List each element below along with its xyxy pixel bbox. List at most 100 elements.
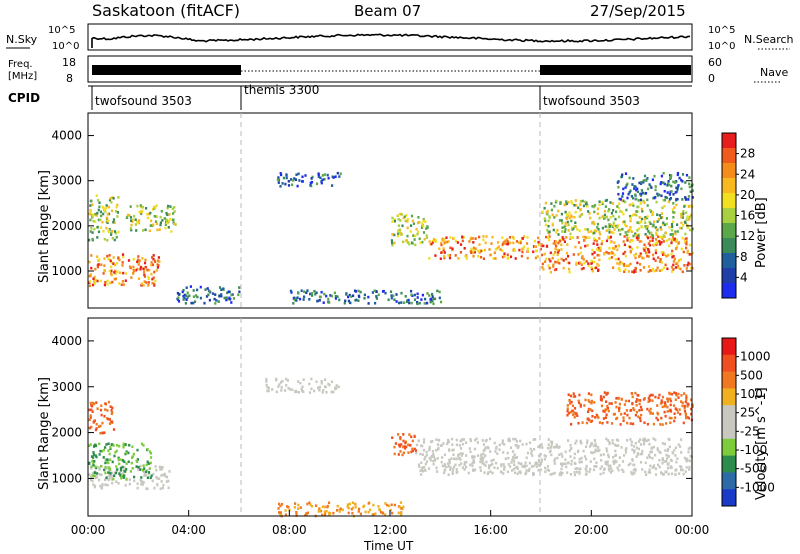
data-cell: [648, 231, 651, 235]
data-cell: [401, 445, 405, 449]
data-cell: [353, 289, 357, 293]
data-cell: [628, 240, 632, 244]
data-cell: [549, 270, 552, 274]
data-cell: [443, 453, 446, 457]
data-cell: [451, 247, 454, 250]
data-cell: [160, 467, 163, 471]
data-cell: [479, 460, 482, 464]
data-cell: [584, 200, 587, 204]
data-cell: [310, 505, 314, 508]
data-cell: [672, 210, 675, 214]
data-cell: [485, 438, 488, 442]
data-cell: [296, 184, 299, 188]
data-cell: [566, 243, 569, 246]
data-cell: [585, 457, 588, 461]
data-cell: [612, 266, 615, 269]
data-cell: [672, 216, 675, 219]
data-cell: [477, 254, 480, 258]
data-cell: [599, 232, 602, 236]
data-cell: [548, 232, 551, 235]
data-cell: [681, 401, 684, 405]
data-cell: [534, 438, 537, 441]
data-cell: [585, 465, 588, 469]
data-cell: [635, 398, 639, 401]
data-cell: [309, 184, 312, 187]
data-cell: [623, 403, 626, 406]
data-cell: [659, 258, 662, 261]
data-cell: [475, 437, 478, 441]
data-cell: [674, 266, 677, 269]
data-cell: [119, 466, 122, 470]
data-cell: [147, 284, 150, 287]
data-cell: [654, 185, 657, 188]
data-cell: [680, 400, 683, 403]
data-cell: [506, 470, 509, 474]
data-cell: [556, 456, 559, 460]
data-cell: [608, 208, 611, 211]
data-cell: [667, 448, 670, 451]
data-cell: [592, 205, 596, 209]
data-cell: [92, 456, 95, 459]
data-cell: [507, 438, 510, 442]
data-cell: [111, 475, 114, 478]
data-cell: [339, 507, 342, 511]
data-cell: [626, 239, 629, 242]
data-cell: [410, 293, 413, 297]
data-cell: [615, 444, 618, 447]
data-cell: [512, 437, 515, 441]
data-cell: [678, 472, 681, 475]
data-cell: [425, 234, 428, 237]
data-cell: [681, 236, 684, 240]
data-cell: [275, 377, 278, 381]
data-cell: [627, 192, 630, 196]
data-cell: [420, 226, 424, 229]
data-cell: [617, 185, 620, 189]
data-cell: [120, 283, 123, 287]
data-cell: [496, 466, 499, 470]
data-cell: [579, 214, 582, 217]
data-cell: [156, 477, 159, 480]
data-cell: [557, 241, 560, 245]
data-cell: [577, 241, 581, 244]
data-cell: [434, 238, 437, 242]
data-cell: [649, 269, 652, 272]
data-cell: [554, 260, 557, 264]
data-cell: [140, 283, 143, 287]
data-cell: [677, 396, 680, 399]
data-cell: [144, 266, 147, 269]
data-cell: [506, 238, 509, 241]
data-cell: [521, 465, 524, 468]
data-cell: [136, 486, 139, 490]
data-cell: [146, 212, 149, 216]
data-cell: [563, 225, 566, 229]
data-cell: [651, 253, 655, 257]
data-cell: [230, 293, 233, 297]
data-cell: [605, 449, 609, 453]
data-cell: [615, 405, 618, 409]
data-cell: [122, 271, 125, 275]
data-cell: [153, 215, 156, 218]
data-cell: [659, 259, 662, 263]
data-cell: [150, 263, 153, 267]
data-cell: [654, 453, 657, 457]
data-cell: [493, 441, 496, 445]
data-cell: [172, 212, 175, 215]
data-cell: [164, 223, 167, 226]
data-cell: [635, 400, 638, 403]
data-cell: [348, 502, 351, 506]
data-cell: [231, 293, 234, 296]
data-cell: [627, 236, 630, 240]
data-cell: [490, 242, 493, 245]
data-cell: [172, 218, 175, 222]
data-cell: [621, 460, 625, 463]
data-cell: [400, 301, 403, 304]
data-cell: [113, 271, 116, 274]
data-cell: [622, 240, 625, 243]
data-cell: [629, 250, 632, 254]
data-cell: [441, 464, 444, 468]
data-cell: [490, 459, 493, 463]
data-cell: [405, 239, 408, 242]
data-cell: [128, 443, 131, 447]
data-cell: [154, 279, 157, 283]
data-cell: [639, 419, 642, 423]
